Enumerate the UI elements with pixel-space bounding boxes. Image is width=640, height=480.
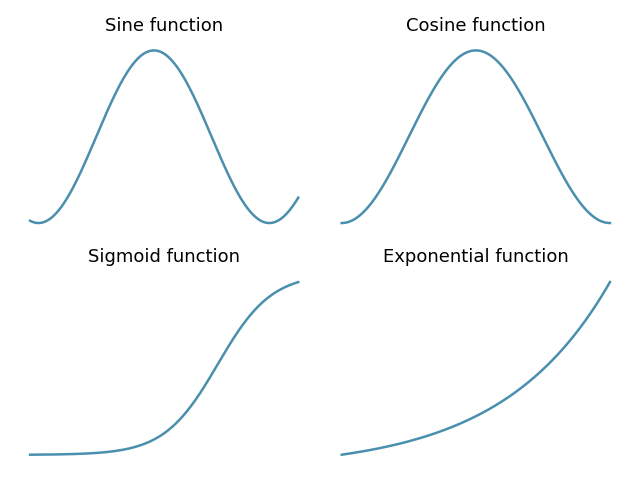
Title: Sine function: Sine function: [105, 17, 223, 35]
Title: Exponential function: Exponential function: [383, 248, 569, 266]
Title: Sigmoid function: Sigmoid function: [88, 248, 240, 266]
Title: Cosine function: Cosine function: [406, 17, 546, 35]
